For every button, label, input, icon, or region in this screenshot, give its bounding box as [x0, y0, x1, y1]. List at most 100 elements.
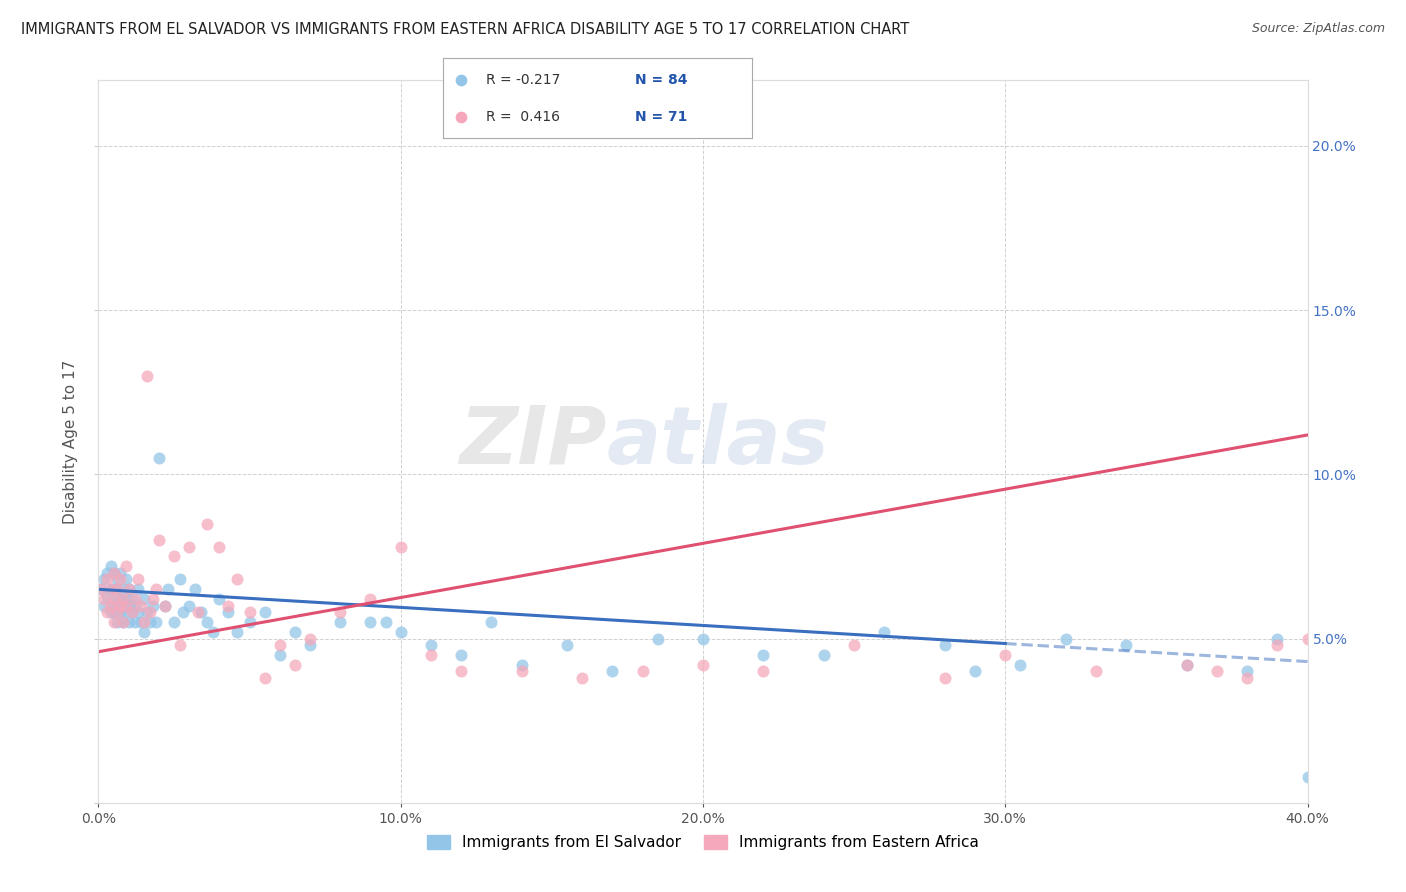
Point: [299, 632, 322, 646]
Point: [253, 605, 276, 619]
Point: [1236, 665, 1258, 679]
Point: [1357, 632, 1379, 646]
Point: [129, 599, 152, 613]
Point: [190, 605, 212, 619]
Point: [100, 599, 122, 613]
Point: [132, 592, 155, 607]
Point: [103, 615, 125, 630]
Point: [142, 592, 165, 607]
Point: [96, 573, 118, 587]
Point: [169, 573, 191, 587]
Point: [647, 632, 669, 646]
Point: [121, 592, 143, 607]
Point: [1010, 657, 1032, 672]
Point: [208, 592, 231, 607]
Point: [124, 599, 146, 613]
Point: [1175, 657, 1198, 672]
Point: [692, 632, 714, 646]
Point: [844, 638, 866, 652]
Point: [187, 605, 209, 619]
Point: [103, 566, 125, 580]
Point: [994, 648, 1017, 662]
Point: [631, 665, 654, 679]
Point: [555, 638, 578, 652]
Text: R = -0.217: R = -0.217: [486, 72, 561, 87]
Point: [105, 615, 128, 630]
Point: [1206, 665, 1229, 679]
Point: [127, 573, 149, 587]
Point: [111, 582, 134, 597]
Point: [121, 605, 143, 619]
Point: [195, 516, 218, 531]
Point: [217, 605, 239, 619]
Point: [124, 592, 146, 607]
Point: [103, 582, 125, 597]
Point: [135, 605, 157, 619]
Point: [139, 615, 162, 630]
Point: [108, 605, 131, 619]
Point: [100, 582, 122, 597]
Point: [450, 110, 472, 124]
Point: [90, 582, 112, 597]
Point: [329, 615, 352, 630]
Point: [148, 450, 170, 465]
Point: [934, 638, 956, 652]
Point: [965, 665, 987, 679]
Text: R =  0.416: R = 0.416: [486, 110, 560, 124]
Point: [179, 599, 201, 613]
Point: [1267, 638, 1289, 652]
Point: [1054, 632, 1077, 646]
Point: [105, 605, 128, 619]
Point: [100, 559, 122, 574]
Point: [450, 665, 472, 679]
Point: [100, 605, 122, 619]
Point: [114, 573, 136, 587]
Point: [420, 648, 443, 662]
Point: [284, 657, 307, 672]
Legend: Immigrants from El Salvador, Immigrants from Eastern Africa: Immigrants from El Salvador, Immigrants …: [420, 830, 986, 856]
Point: [269, 648, 291, 662]
Point: [111, 592, 134, 607]
Point: [239, 605, 262, 619]
Point: [329, 605, 352, 619]
Point: [114, 592, 136, 607]
Point: [105, 592, 128, 607]
Point: [114, 599, 136, 613]
Point: [132, 615, 155, 630]
Point: [111, 599, 134, 613]
Point: [153, 599, 176, 613]
Point: [195, 615, 218, 630]
Point: [510, 665, 533, 679]
Point: [118, 599, 141, 613]
Point: [253, 671, 276, 685]
Point: [169, 638, 191, 652]
Point: [127, 605, 149, 619]
Point: [105, 582, 128, 597]
Point: [145, 615, 167, 630]
Point: [450, 72, 472, 87]
Point: [450, 648, 472, 662]
Point: [481, 615, 503, 630]
Point: [127, 582, 149, 597]
Point: [90, 582, 112, 597]
Point: [1236, 671, 1258, 685]
Point: [360, 615, 382, 630]
Point: [142, 599, 165, 613]
Point: [284, 625, 307, 640]
Point: [1115, 638, 1137, 652]
Point: [111, 615, 134, 630]
Point: [124, 615, 146, 630]
Point: [602, 665, 624, 679]
Point: [103, 592, 125, 607]
Point: [153, 599, 176, 613]
Point: [103, 605, 125, 619]
Point: [1296, 770, 1319, 784]
Point: [121, 605, 143, 619]
Point: [129, 615, 152, 630]
Point: [299, 638, 322, 652]
Point: [163, 615, 186, 630]
Point: [114, 559, 136, 574]
Point: [132, 625, 155, 640]
Point: [752, 665, 775, 679]
Point: [103, 566, 125, 580]
